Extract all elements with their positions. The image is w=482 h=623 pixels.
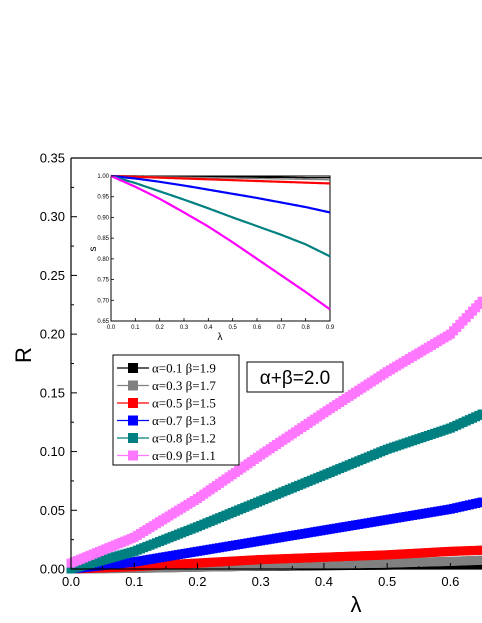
legend-marker (128, 363, 138, 373)
series-3-point (477, 497, 482, 507)
series-5 (66, 296, 482, 568)
inset-y-tick-label: 0.90 (97, 215, 109, 221)
main-x-axis-label: λ (351, 592, 362, 617)
x-tick-label: 0.3 (252, 574, 270, 589)
series-0-point (469, 562, 476, 569)
inset-x-tick-label: 0.6 (253, 325, 262, 331)
inset-y-tick-label: 1.00 (97, 174, 109, 180)
inset-series-5 (110, 174, 331, 311)
inset-x-tick-label: 0.7 (277, 325, 286, 331)
legend-items: α=0.1 β=1.9 α=0.3 β=1.7 α=0.5 β=1.5 α=0.7 β… (117, 361, 216, 463)
x-tick-label: 0.2 (188, 574, 206, 589)
x-tick-label: 0.5 (378, 574, 396, 589)
inset-y-tick-label: 0.80 (97, 257, 109, 263)
inset-y-tick-label: 0.85 (97, 236, 109, 242)
series-4 (66, 409, 482, 574)
series-0-point (479, 562, 482, 569)
x-tick-label: 0.4 (315, 574, 333, 589)
inset-series-2 (110, 174, 331, 185)
x-tick-label: 0.1 (125, 574, 143, 589)
main-plot-area: 0.000.050.100.150.200.250.300.350.0 0.1 0.… (40, 151, 482, 589)
y-tick-label: 0.20 (40, 327, 65, 342)
series-5-point (477, 296, 482, 306)
legend-marker (128, 398, 138, 408)
legend-label: α=0.1 β=1.9 (152, 361, 216, 376)
x-tick-label: 0.6 (441, 574, 459, 589)
inset-background (110, 175, 331, 322)
inset-y-tick-label: 0.75 (97, 278, 109, 284)
legend-label: α=0.9 β=1.1 (152, 448, 216, 463)
inset-x-tick-label: 0.1 (131, 325, 140, 331)
inset-x-tick-label: 0.9 (326, 325, 335, 331)
inset-y-tick-label: 0.65 (97, 319, 109, 325)
annotation-box (246, 361, 344, 393)
inset-x-tick-label: 0.8 (301, 325, 310, 331)
series-0-point (463, 562, 470, 569)
y-tick-label: 0.00 (40, 562, 65, 577)
y-tick-label: 0.30 (40, 209, 65, 224)
annotation-text: α+β=2.0 (260, 368, 331, 389)
annotation: α+β=2.0 (246, 361, 344, 393)
x-tick-label: 0.0 (62, 574, 80, 589)
series-0-point (472, 562, 479, 569)
inset-y-tick-label: 0.95 (97, 195, 109, 201)
y-tick-label: 0.05 (40, 503, 65, 518)
series-2-point (477, 545, 482, 555)
series-0-point (466, 562, 473, 569)
inset-y-tick-label: 0.70 (97, 298, 109, 304)
inset-x-tick-label: 0.3 (180, 325, 189, 331)
series-0-point (475, 562, 482, 569)
inset-series-3 (110, 174, 331, 214)
legend-box (112, 354, 240, 466)
series-1-point (477, 555, 482, 565)
inset-y-axis-label: s (88, 247, 99, 252)
inset-series-4 (110, 174, 331, 258)
y-tick-label: 0.35 (40, 151, 65, 166)
y-tick-label: 0.25 (40, 268, 65, 283)
legend-label: α=0.5 β=1.5 (152, 396, 216, 411)
inset-x-tick-label: 0.5 (228, 325, 237, 331)
legend-marker (128, 433, 138, 443)
inset-x-tick-label: 0.4 (204, 325, 213, 331)
inset-plot-area: 0.65 0.70 0.75 0.80 0.85 0.90 0.95 1.00 0.0 0.1 0.… (97, 174, 335, 331)
legend: α=0.1 β=1.9 α=0.3 β=1.7 α=0.5 β=1.5 α=0.7 β… (112, 354, 240, 466)
main-y-axis-label: R (11, 347, 36, 363)
legend-marker (128, 380, 138, 391)
legend-label: α=0.8 β=1.2 (152, 431, 216, 446)
y-tick-label: 0.15 (40, 385, 65, 400)
legend-label: α=0.3 β=1.7 (152, 378, 216, 393)
inset-x-tick-label: 0.0 (107, 325, 116, 331)
legend-marker (128, 450, 138, 461)
legend-marker (128, 415, 138, 426)
series-4-point (477, 409, 482, 419)
inset-x-tick-label: 0.2 (155, 325, 164, 331)
inset-x-axis-label: λ (218, 332, 223, 343)
y-tick-label: 0.10 (40, 444, 65, 459)
inset-chart: 0.65 0.70 0.75 0.80 0.85 0.90 0.95 1.00 0.0 0.1 0.… (88, 174, 335, 343)
legend-label: α=0.7 β=1.3 (152, 413, 216, 428)
